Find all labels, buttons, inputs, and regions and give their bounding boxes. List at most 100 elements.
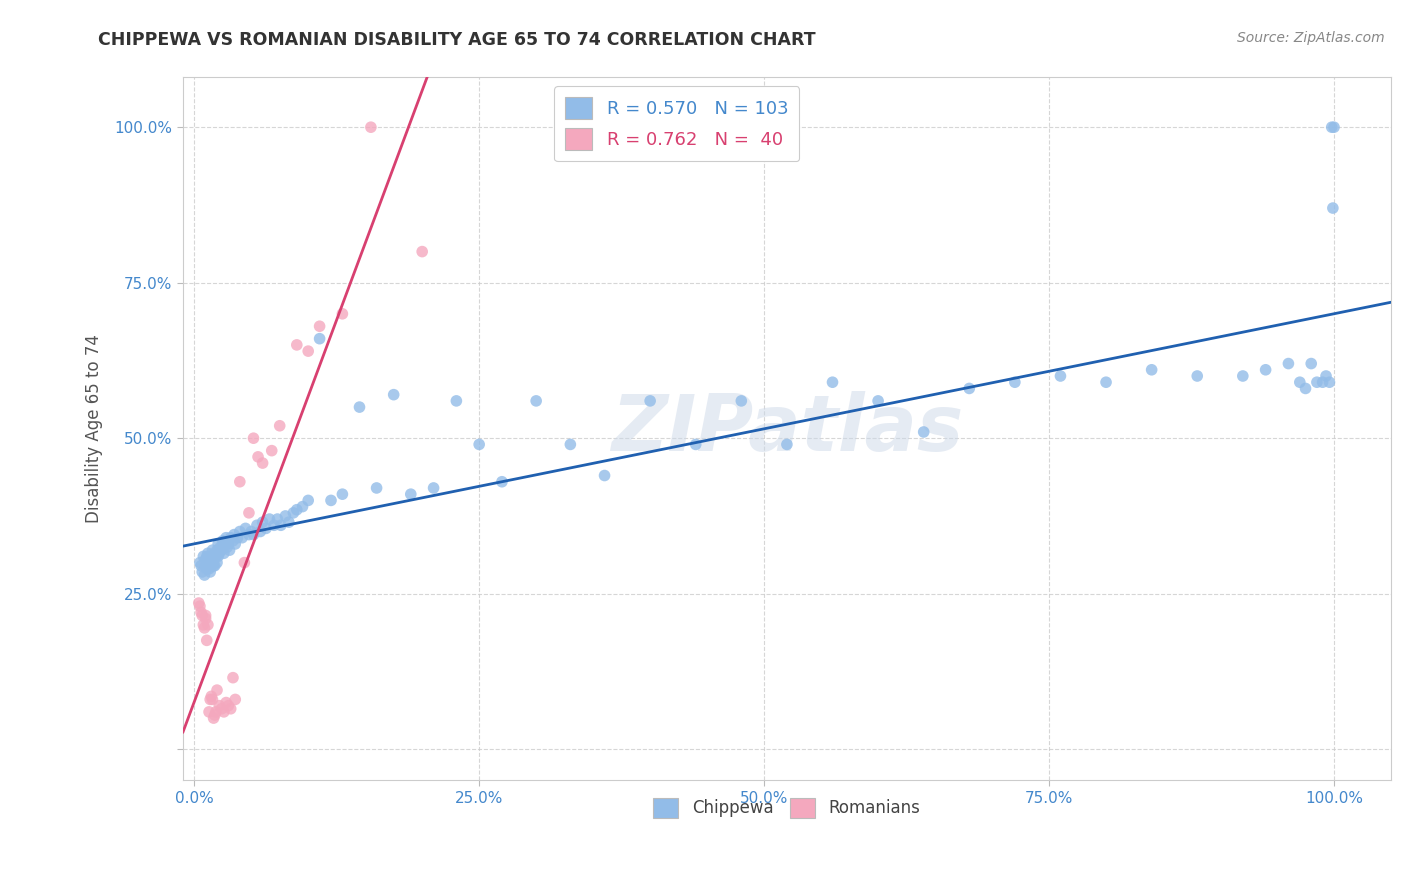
Point <box>297 493 319 508</box>
Point <box>912 425 935 439</box>
Point <box>240 524 263 539</box>
Point <box>366 481 388 495</box>
Point <box>1140 363 1163 377</box>
Point <box>193 568 215 582</box>
Point <box>205 556 228 570</box>
Text: CHIPPEWA VS ROMANIAN DISABILITY AGE 65 TO 74 CORRELATION CHART: CHIPPEWA VS ROMANIAN DISABILITY AGE 65 T… <box>98 31 815 49</box>
Point <box>277 515 299 529</box>
Point <box>201 556 224 570</box>
Point <box>215 531 238 545</box>
Point <box>217 537 239 551</box>
Point <box>422 481 444 495</box>
Point <box>1232 369 1254 384</box>
Point <box>194 552 217 566</box>
Point <box>224 537 246 551</box>
Point <box>1320 120 1343 135</box>
Point <box>205 683 228 698</box>
Point <box>1277 357 1299 371</box>
Point <box>1315 369 1337 384</box>
Point <box>188 599 211 614</box>
Point <box>222 671 245 685</box>
Point <box>224 527 246 541</box>
Point <box>399 487 422 501</box>
Point <box>266 512 288 526</box>
Point <box>776 437 799 451</box>
Point <box>215 696 238 710</box>
Point <box>201 692 224 706</box>
Point <box>194 608 217 623</box>
Point <box>411 244 433 259</box>
Point <box>200 558 222 573</box>
Point <box>222 533 245 548</box>
Point <box>238 527 260 541</box>
Point <box>283 506 305 520</box>
Point <box>204 708 226 723</box>
Point <box>524 393 547 408</box>
Point <box>468 437 491 451</box>
Point <box>1288 375 1310 389</box>
Point <box>308 319 330 334</box>
Point <box>207 549 229 564</box>
Point <box>202 711 225 725</box>
Point <box>349 400 371 414</box>
Point <box>217 698 239 713</box>
Point <box>219 702 242 716</box>
Point <box>593 468 616 483</box>
Point <box>193 549 215 564</box>
Point <box>197 617 219 632</box>
Point <box>207 537 229 551</box>
Point <box>269 418 291 433</box>
Point <box>198 692 221 706</box>
Point <box>209 540 232 554</box>
Point <box>1095 375 1118 389</box>
Point <box>252 456 274 470</box>
Point <box>332 487 354 501</box>
Point <box>194 558 217 573</box>
Point <box>242 431 264 445</box>
Point <box>197 546 219 560</box>
Legend: Chippewa, Romanians: Chippewa, Romanians <box>647 791 927 825</box>
Point <box>187 596 209 610</box>
Point <box>285 338 308 352</box>
Point <box>226 531 249 545</box>
Point <box>263 518 285 533</box>
Point <box>821 375 844 389</box>
Point <box>638 393 661 408</box>
Point <box>229 524 252 539</box>
Point <box>1323 120 1346 135</box>
Point <box>254 521 277 535</box>
Point <box>1322 201 1344 215</box>
Text: ZIPatlas: ZIPatlas <box>610 391 963 467</box>
Point <box>246 518 269 533</box>
Point <box>195 549 218 564</box>
Point <box>190 606 212 620</box>
Point <box>868 393 890 408</box>
Point <box>188 556 211 570</box>
Point <box>382 387 405 401</box>
Point <box>238 506 260 520</box>
Point <box>224 692 246 706</box>
Point <box>198 705 221 719</box>
Point <box>198 562 221 576</box>
Point <box>198 552 221 566</box>
Point <box>249 524 271 539</box>
Point <box>360 120 382 135</box>
Point <box>208 698 231 713</box>
Point <box>259 512 281 526</box>
Point <box>285 502 308 516</box>
Point <box>211 533 233 548</box>
Point <box>217 540 239 554</box>
Point <box>211 702 233 716</box>
Point <box>193 621 215 635</box>
Point <box>204 546 226 560</box>
Point <box>1254 363 1277 377</box>
Point <box>200 549 222 564</box>
Point <box>191 608 214 623</box>
Point <box>1295 381 1317 395</box>
Point <box>1004 375 1026 389</box>
Point <box>212 546 235 560</box>
Point <box>1312 375 1334 389</box>
Point <box>260 443 283 458</box>
Y-axis label: Disability Age 65 to 74: Disability Age 65 to 74 <box>86 334 103 524</box>
Point <box>229 475 252 489</box>
